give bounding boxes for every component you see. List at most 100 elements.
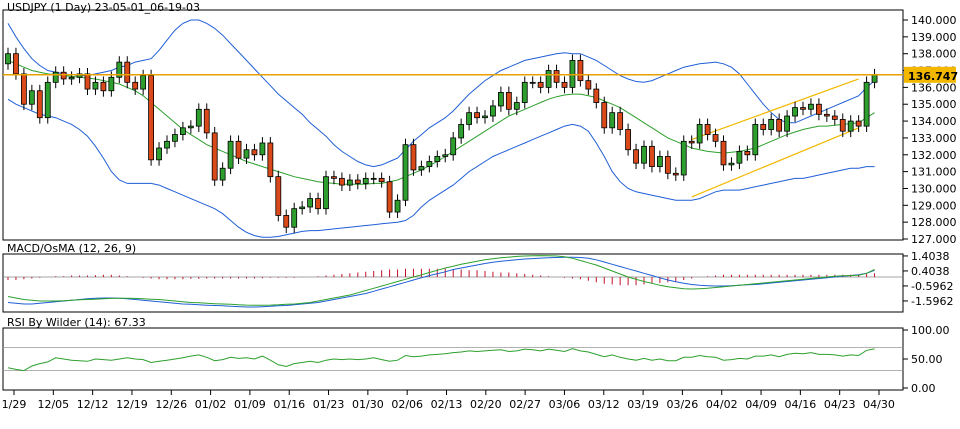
- rsi-layer: 100.00 50.00 0.00: [3, 324, 950, 395]
- price-y-tick-label: 138.000: [911, 48, 957, 61]
- candle-body: [657, 156, 663, 167]
- candle-body: [768, 118, 775, 130]
- candle-body: [442, 154, 449, 157]
- candle-body: [84, 73, 91, 90]
- macd-pane-title: MACD/OsMA (12, 26, 9): [7, 242, 136, 255]
- candle-body: [871, 74, 878, 83]
- x-tick-label: 04/16: [785, 398, 817, 411]
- candle-body: [617, 112, 624, 130]
- candle-body: [585, 80, 592, 90]
- candle-body: [211, 132, 218, 181]
- candle-body: [52, 71, 59, 83]
- candle-body: [251, 149, 258, 156]
- candle-body: [259, 142, 266, 156]
- candle-body: [577, 60, 584, 82]
- candle-body: [688, 140, 695, 144]
- macd-layer: 1.4038 0.4038 -0.5962 -1.5962: [3, 250, 953, 308]
- candle-body: [816, 103, 822, 115]
- candle-body: [831, 115, 838, 120]
- macd-signal-line: [7, 255, 875, 306]
- candle-body: [800, 107, 806, 110]
- candle-body: [20, 73, 27, 105]
- candle-body: [60, 71, 67, 80]
- price-layer: 140.000139.000138.000137.000136.000135.0…: [3, 14, 958, 246]
- candle-body: [418, 166, 425, 171]
- candle-body: [839, 118, 846, 132]
- candle-body: [521, 81, 528, 103]
- candle-body: [680, 140, 687, 176]
- candle-body: [362, 177, 369, 184]
- x-tick-label: 04/23: [824, 398, 856, 411]
- candle-body: [593, 88, 600, 103]
- candle-body: [458, 124, 465, 139]
- price-pane-frame: [2, 9, 904, 241]
- candle-body: [513, 102, 520, 110]
- candle-body: [855, 120, 862, 127]
- price-y-tick-label: 140.000: [911, 14, 957, 27]
- candle-body: [474, 112, 480, 119]
- candle-body: [116, 61, 123, 78]
- candle-body: [36, 90, 43, 119]
- x-tick-label: 03/26: [667, 398, 699, 411]
- candle-body: [672, 172, 679, 176]
- candle-body: [720, 140, 727, 166]
- x-tick-label: 1/29: [2, 398, 27, 411]
- candle-body: [410, 144, 417, 171]
- candle-body: [5, 53, 11, 65]
- candle-body: [227, 140, 234, 169]
- candle-body: [291, 208, 298, 228]
- candle-body: [132, 81, 139, 90]
- candle-body: [370, 177, 377, 180]
- price-y-tick-label: 127.000: [911, 233, 957, 246]
- candle-body: [76, 73, 83, 78]
- price-y-tick-label: 130.000: [911, 182, 957, 195]
- price-y-tick-label: 134.000: [911, 115, 957, 128]
- candle-body: [847, 120, 854, 132]
- candle-body: [704, 124, 711, 135]
- candle-body: [331, 176, 337, 179]
- candle-body: [179, 127, 186, 135]
- x-tick-label: 04/30: [863, 398, 895, 411]
- candle-body: [434, 156, 441, 162]
- x-tick-label: 04/09: [745, 398, 777, 411]
- candle-body: [219, 167, 226, 181]
- price-y-tick-label: 139.000: [911, 31, 957, 44]
- x-tick-label: 03/06: [549, 398, 581, 411]
- candle-body: [505, 92, 512, 110]
- trend-channel-upper-line: [691, 78, 859, 141]
- x-tick-label: 12/19: [116, 398, 148, 411]
- candle-body: [283, 215, 290, 228]
- x-axis: 1/29 12/05 12/12 12/19 12/26 01/02 01/09 01/16 0…: [2, 390, 895, 411]
- x-tick-label: 12/05: [37, 398, 69, 411]
- macd-pane: 1.4038 0.4038 -0.5962 -1.5962 MACD/OsMA (12…: [2, 242, 953, 313]
- candle-body: [537, 81, 544, 88]
- x-tick-label: 02/27: [509, 398, 541, 411]
- candle-body: [148, 75, 155, 161]
- candle-body: [203, 108, 210, 134]
- candle-body: [108, 76, 115, 92]
- candle-body: [545, 70, 552, 88]
- candle-body: [13, 53, 19, 75]
- x-tick-label: 03/19: [627, 398, 659, 411]
- rsi-y-tick-label: 100.00: [911, 324, 950, 337]
- candle-body: [394, 199, 401, 213]
- x-tick-label: 03/12: [588, 398, 620, 411]
- price-y-tick-label: 128.000: [911, 216, 957, 229]
- bollinger-upper-line: [7, 19, 875, 168]
- candle-body: [696, 124, 703, 144]
- candle-body: [561, 81, 568, 88]
- price-y-tick-label: 135.000: [911, 98, 957, 111]
- candle-body: [323, 176, 329, 210]
- candle-body: [609, 112, 616, 129]
- candle-body: [386, 181, 393, 213]
- candle-body: [275, 176, 282, 216]
- x-tick-label: 12/26: [155, 398, 187, 411]
- candle-body: [243, 149, 250, 159]
- macd-y-tick-label: -0.5962: [911, 280, 953, 293]
- x-tick-label: 01/16: [273, 398, 305, 411]
- x-tick-label: 02/20: [470, 398, 502, 411]
- x-tick-label: 01/09: [234, 398, 266, 411]
- candle-body: [823, 113, 830, 117]
- candle-body: [195, 108, 202, 127]
